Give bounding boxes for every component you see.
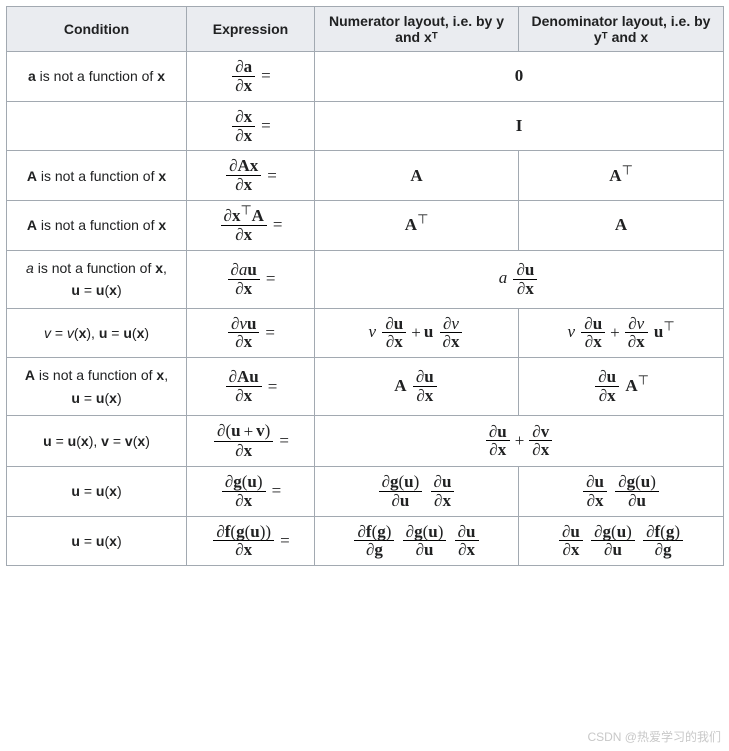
header-numerator: Numerator layout, i.e. by y and xᵀ <box>315 7 519 52</box>
cell-expression: ∂au∂x= <box>187 250 315 308</box>
cell-expression: ∂f(g(u))∂x= <box>187 516 315 566</box>
cell-denominator-layout: v ∂u∂x+∂v∂x u⊤ <box>519 308 724 358</box>
watermark-text: CSDN @热爱学习的我们 <box>587 728 721 745</box>
cell-numerator-layout: ∂g(u)∂u ∂u∂x <box>315 466 519 516</box>
cell-condition: u = u(x) <box>7 466 187 516</box>
cell-condition: A is not a function of x,u = u(x) <box>7 358 187 416</box>
table-row: A is not a function of x,u = u(x)∂Au∂x=A… <box>7 358 724 416</box>
cell-numerator-layout: v ∂u∂x+u ∂v∂x <box>315 308 519 358</box>
table-row: A is not a function of x∂x⊤A∂x=A⊤A <box>7 201 724 251</box>
table-row: u = u(x)∂f(g(u))∂x=∂f(g)∂g ∂g(u)∂u ∂u∂x∂… <box>7 516 724 566</box>
cell-result-merged: I <box>315 101 724 151</box>
cell-expression: ∂x∂x= <box>187 101 315 151</box>
cell-numerator-layout: A⊤ <box>315 201 519 251</box>
cell-result-merged: 0 <box>315 52 724 102</box>
cell-expression: ∂x⊤A∂x= <box>187 201 315 251</box>
cell-denominator-layout: ∂u∂x ∂g(u)∂u ∂f(g)∂g <box>519 516 724 566</box>
cell-numerator-layout: ∂f(g)∂g ∂g(u)∂u ∂u∂x <box>315 516 519 566</box>
cell-denominator-layout: ∂u∂x A⊤ <box>519 358 724 416</box>
table-row: v = v(x), u = u(x)∂vu∂x=v ∂u∂x+u ∂v∂xv ∂… <box>7 308 724 358</box>
cell-condition: u = u(x), v = v(x) <box>7 416 187 467</box>
cell-condition: v = v(x), u = u(x) <box>7 308 187 358</box>
cell-denominator-layout: ∂u∂x ∂g(u)∂u <box>519 466 724 516</box>
cell-condition: A is not a function of x <box>7 201 187 251</box>
header-denominator: Denominator layout, i.e. by yᵀ and x <box>519 7 724 52</box>
table-body: a is not a function of x∂a∂x=0∂x∂x=IA is… <box>7 52 724 566</box>
table-row: u = u(x), v = v(x)∂(u+v)∂x=∂u∂x+∂v∂x <box>7 416 724 467</box>
cell-expression: ∂a∂x= <box>187 52 315 102</box>
cell-denominator-layout: A⊤ <box>519 151 724 201</box>
table-row: a is not a function of x∂a∂x=0 <box>7 52 724 102</box>
cell-expression: ∂g(u)∂x= <box>187 466 315 516</box>
cell-result-merged: a ∂u∂x <box>315 250 724 308</box>
cell-numerator-layout: A ∂u∂x <box>315 358 519 416</box>
cell-expression: ∂Au∂x= <box>187 358 315 416</box>
table-head: Condition Expression Numerator layout, i… <box>7 7 724 52</box>
cell-condition: u = u(x) <box>7 516 187 566</box>
cell-numerator-layout: A <box>315 151 519 201</box>
header-condition: Condition <box>7 7 187 52</box>
cell-condition: a is not a function of x <box>7 52 187 102</box>
cell-condition <box>7 101 187 151</box>
table-row: u = u(x)∂g(u)∂x=∂g(u)∂u ∂u∂x∂u∂x ∂g(u)∂u <box>7 466 724 516</box>
matrix-derivatives-table: Condition Expression Numerator layout, i… <box>6 6 724 566</box>
cell-result-merged: ∂u∂x+∂v∂x <box>315 416 724 467</box>
header-expression: Expression <box>187 7 315 52</box>
table-row: A is not a function of x∂Ax∂x=AA⊤ <box>7 151 724 201</box>
cell-expression: ∂Ax∂x= <box>187 151 315 201</box>
cell-condition: A is not a function of x <box>7 151 187 201</box>
cell-denominator-layout: A <box>519 201 724 251</box>
table-row: ∂x∂x=I <box>7 101 724 151</box>
cell-expression: ∂(u+v)∂x= <box>187 416 315 467</box>
cell-condition: a is not a function of x,u = u(x) <box>7 250 187 308</box>
cell-expression: ∂vu∂x= <box>187 308 315 358</box>
table-row: a is not a function of x,u = u(x)∂au∂x=a… <box>7 250 724 308</box>
